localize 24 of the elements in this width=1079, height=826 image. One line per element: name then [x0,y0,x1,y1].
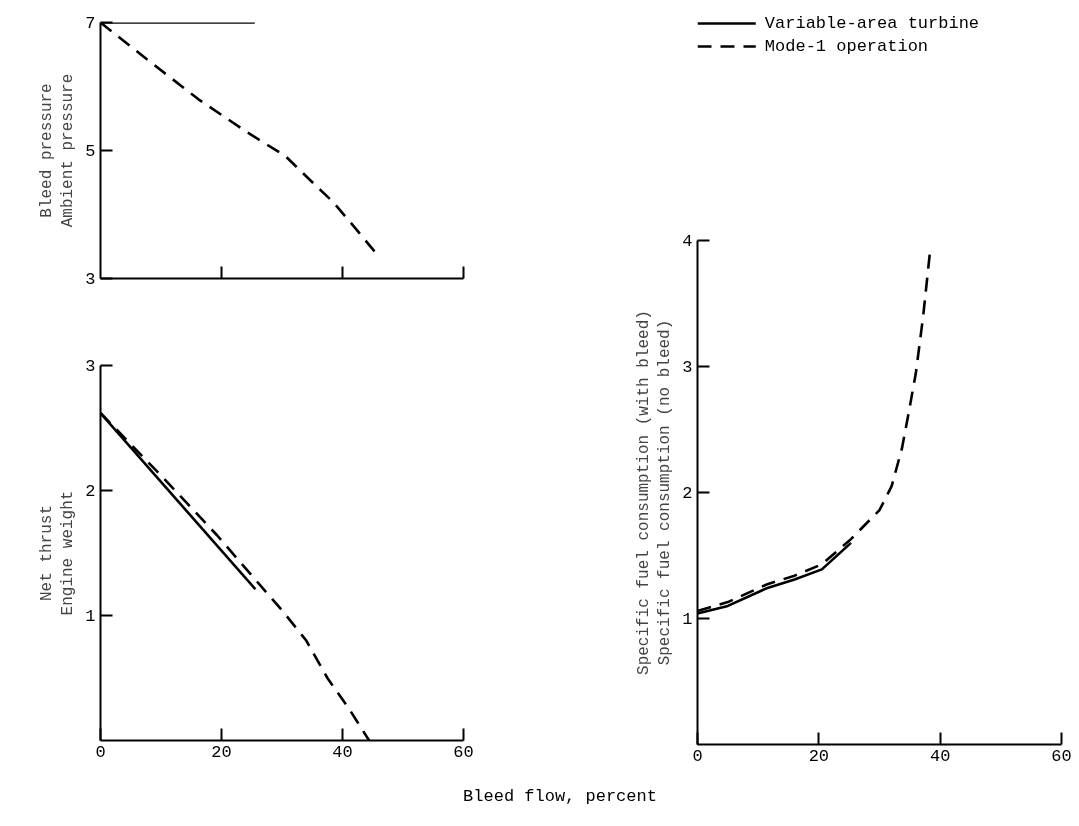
x-tick-label: 60 [1051,746,1072,766]
x-tick-label: 20 [808,746,830,766]
y-axis-title: Bleed pressure Ambient pressure [37,73,78,228]
legend-label: Variable-area turbine [764,14,980,33]
y-tick-label: 3 [85,270,96,289]
x-tick-label: 0 [692,746,703,766]
y-tick-label: 5 [85,142,96,161]
x-tick-label: 0 [95,742,106,762]
y-tick-label: 3 [682,358,693,377]
y-tick-label: 2 [682,484,693,503]
y-tick-label: 3 [85,357,96,376]
x-tick-label: 40 [929,746,951,766]
x-axis-title: Bleed flow, percent [463,786,657,808]
y-tick-label: 2 [85,482,96,501]
y-tick-label: 7 [85,14,96,33]
y-axis-title: Net thrust Engine weight [37,490,78,616]
y-tick-label: 4 [682,232,693,251]
y-tick-label: 1 [682,610,693,629]
y-tick-label: 1 [85,607,96,626]
x-tick-label: 40 [332,742,353,762]
x-tick-label: 20 [211,742,232,762]
y-axis-title: Specific fuel consumption (with bleed) Specific fuel consumption (no bleed) [634,310,675,675]
x-tick-label: 60 [453,742,474,762]
legend-label: Mode-1 operation [764,37,929,56]
